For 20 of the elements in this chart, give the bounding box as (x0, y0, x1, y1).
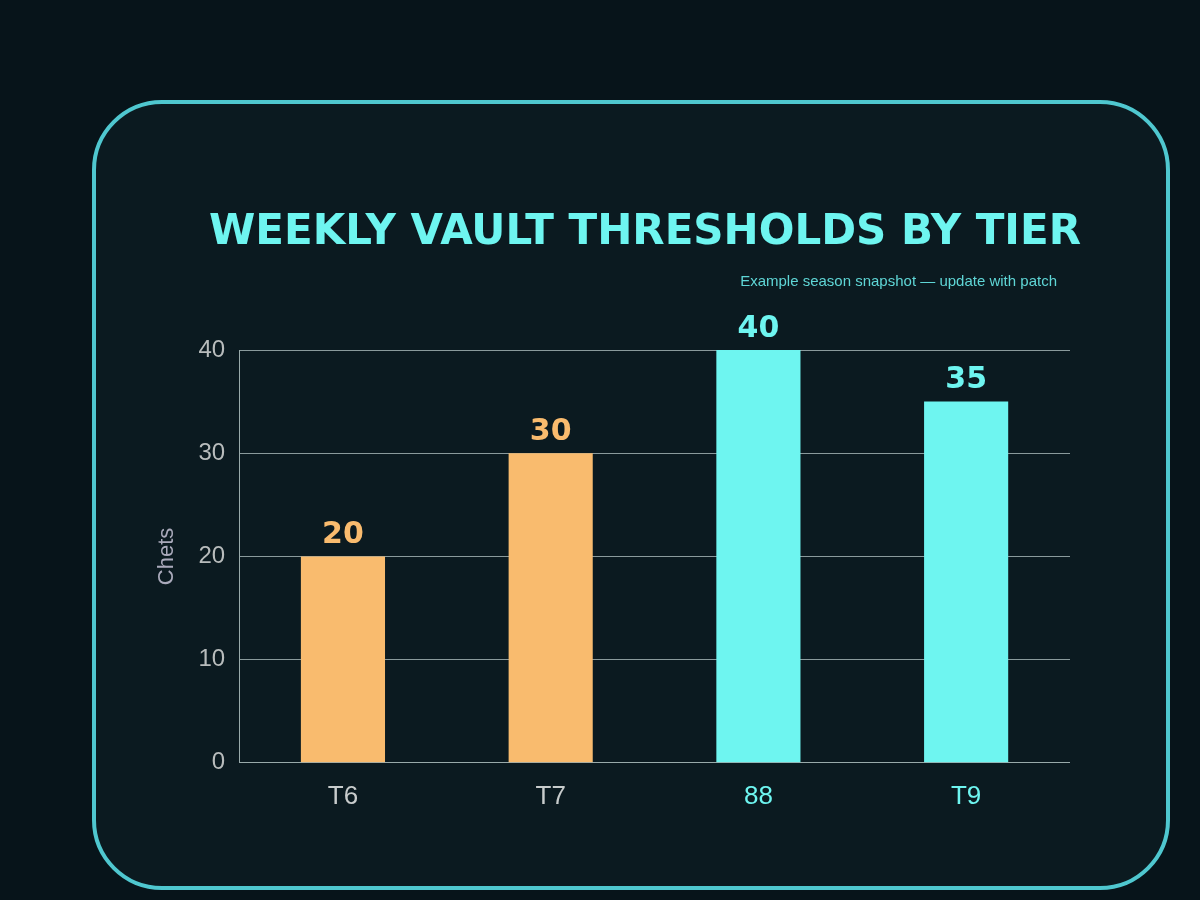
data-label: 20 (322, 515, 364, 551)
chart-title: WEEKLY VAULT THRESHOLDS BY TIER (207, 205, 1083, 254)
x-tick-label: 88 (743, 779, 773, 810)
data-label: 30 (529, 412, 572, 447)
y-tick-label: 0 (211, 747, 226, 775)
y-axis-title: Chets (153, 527, 179, 586)
y-tick-label: 20 (198, 541, 226, 569)
data-label: 40 (737, 308, 780, 344)
x-tick-label: T6 (327, 779, 359, 810)
bar (716, 350, 801, 763)
x-tick-label: T9 (950, 779, 982, 810)
y-tick-label: 30 (198, 437, 226, 465)
bar (508, 453, 593, 763)
chart-subtitle: Example season snapshot — update with patch (740, 272, 1057, 289)
bar (300, 556, 386, 763)
y-tick-label: 40 (198, 334, 226, 362)
bar (924, 401, 1009, 763)
y-tick-label: 10 (198, 644, 226, 672)
x-tick-label: T7 (535, 779, 566, 810)
data-label: 35 (945, 360, 988, 396)
